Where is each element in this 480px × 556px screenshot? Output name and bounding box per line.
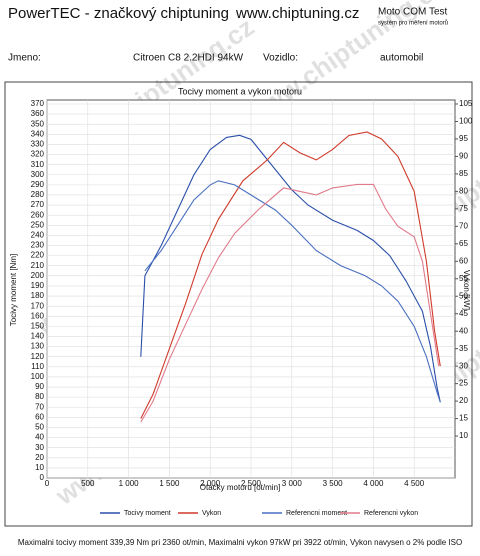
y-tick-label: 180 (31, 291, 45, 300)
y2-tick-label: 105 (459, 99, 473, 108)
y-tick-label: 210 (31, 261, 45, 270)
y-label: Tocivy moment [Nm] (9, 254, 18, 326)
y2-tick-label: 90 (459, 152, 468, 161)
legend-label: Referencni vykon (364, 510, 418, 517)
y2-tick-label: 50 (459, 291, 468, 300)
x-tick-label: 3 500 (323, 479, 344, 488)
y-tick-label: 170 (31, 301, 45, 310)
name: Citroen C8 2.2HDI 94kW (133, 53, 244, 64)
x-tick-label: 3 000 (282, 479, 303, 488)
y-tick-label: 0 (40, 473, 45, 482)
y-tick-label: 280 (31, 190, 45, 199)
y2-tick-label: 30 (459, 361, 468, 370)
y-tick-label: 360 (31, 109, 45, 118)
y-tick-label: 240 (31, 231, 45, 240)
y-tick-label: 220 (31, 251, 45, 260)
y2-tick-label: 55 (459, 274, 468, 283)
footer: Maximalni tocivy moment 339,39 Nm pri 23… (18, 538, 462, 547)
y-tick-label: 10 (35, 463, 44, 472)
y-tick-label: 310 (31, 160, 45, 169)
y2-tick-label: 25 (459, 379, 468, 388)
x-tick-label: 4 500 (404, 479, 425, 488)
x-label: Otacky motoru [ot/min] (200, 483, 280, 492)
y-tick-label: 260 (31, 210, 45, 219)
x-tick-label: 1 000 (119, 479, 140, 488)
x-tick-label: 2 000 (200, 479, 221, 488)
system: Moto COM Test (378, 7, 447, 18)
y-tick-label: 270 (31, 200, 45, 209)
y-tick-label: 370 (31, 99, 45, 108)
y-tick-label: 120 (31, 352, 45, 361)
y-tick-label: 40 (35, 433, 44, 442)
y2-tick-label: 20 (459, 396, 468, 405)
url: www.chiptuning.cz (235, 5, 359, 22)
y2-tick-label: 40 (459, 326, 468, 335)
series-line (144, 180, 441, 403)
y-tick-label: 110 (31, 362, 44, 371)
y-tick-label: 50 (35, 423, 44, 432)
y-tick-label: 320 (31, 150, 45, 159)
y-tick-label: 60 (35, 412, 44, 421)
legend-label: Tocivy moment (124, 510, 171, 517)
y-tick-label: 340 (31, 129, 45, 138)
y-tick-label: 160 (31, 311, 45, 320)
y-tick-label: 290 (31, 180, 45, 189)
y-tick-label: 300 (31, 170, 45, 179)
y-tick-label: 70 (35, 402, 44, 411)
y-tick-label: 100 (31, 372, 45, 381)
y-tick-label: 140 (31, 332, 45, 341)
vehicle-label: Vozidlo: (263, 53, 298, 64)
legend-label: Vykon (202, 510, 221, 517)
y2-tick-label: 10 (459, 431, 468, 440)
name-label: Jmeno: (8, 53, 41, 64)
x-tick-label: 0 (45, 479, 50, 488)
y2-tick-label: 75 (459, 204, 468, 213)
legend-label: Referencni moment (286, 510, 347, 517)
y-tick-label: 190 (31, 281, 45, 290)
y2-tick-label: 60 (459, 256, 468, 265)
y2-tick-label: 100 (459, 117, 473, 126)
y2-tick-label: 45 (459, 309, 468, 318)
chart-title: Tocivy moment a vykon motoru (178, 86, 302, 96)
y-tick-label: 230 (31, 241, 45, 250)
y-tick-label: 150 (31, 321, 45, 330)
y2-tick-label: 15 (459, 414, 468, 423)
y-tick-label: 80 (35, 392, 44, 401)
series-line (140, 183, 440, 423)
y2-tick-label: 70 (459, 221, 468, 230)
y-tick-label: 330 (31, 140, 45, 149)
y-tick-label: 250 (31, 220, 45, 229)
y2-tick-label: 65 (459, 239, 468, 248)
y2-label: Vykon [kW] (462, 270, 471, 310)
y-tick-label: 20 (35, 453, 44, 462)
frame (4, 81, 473, 527)
brand: PowerTEC - značkový chiptuning (8, 5, 229, 22)
y-tick-label: 90 (35, 382, 44, 391)
y2-tick-label: 35 (459, 344, 468, 353)
y2-tick-label: 85 (459, 169, 468, 178)
x-tick-label: 500 (81, 479, 95, 488)
y2-tick-label: 95 (459, 134, 468, 143)
y2-tick-label: 80 (459, 186, 468, 195)
y-tick-label: 200 (31, 271, 45, 280)
vehicle: automobil (380, 53, 423, 64)
x-tick-label: 1 500 (159, 479, 180, 488)
series-line (140, 131, 441, 419)
y-tick-label: 30 (35, 443, 44, 452)
x-tick-label: 4 000 (363, 479, 384, 488)
system-sub: systém pro měření motorů (378, 20, 448, 27)
x-tick-label: 2 500 (241, 479, 262, 488)
y-tick-label: 130 (31, 342, 45, 351)
y-tick-label: 350 (31, 119, 45, 128)
